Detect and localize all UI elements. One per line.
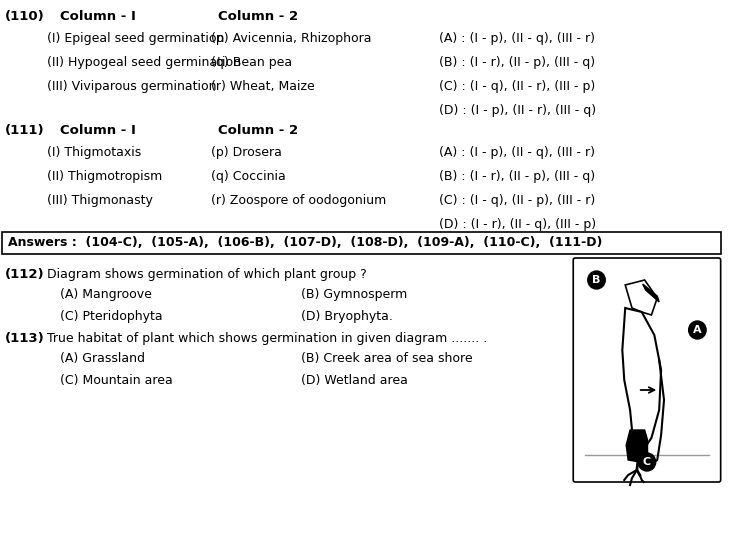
Text: (A) Mangroove: (A) Mangroove <box>60 288 152 301</box>
Text: Column - 2: Column - 2 <box>219 124 298 137</box>
Text: (I) Thigmotaxis: (I) Thigmotaxis <box>46 146 141 159</box>
Text: (II) Hypogeal seed germination: (II) Hypogeal seed germination <box>46 56 240 69</box>
Text: (D) : (I - p), (II - r), (III - q): (D) : (I - p), (II - r), (III - q) <box>439 104 597 117</box>
Text: (C) : (I - q), (II - r), (III - p): (C) : (I - q), (II - r), (III - p) <box>439 80 595 93</box>
Bar <box>2 232 721 254</box>
Text: (C) Pteridophyta: (C) Pteridophyta <box>60 310 163 323</box>
Text: (p) Drosera: (p) Drosera <box>211 146 282 159</box>
Polygon shape <box>643 284 659 302</box>
Text: (B) : (I - r), (II - p), (III - q): (B) : (I - r), (II - p), (III - q) <box>439 170 595 183</box>
Text: (A) Grassland: (A) Grassland <box>60 352 145 365</box>
Text: Diagram shows germination of which plant group ?: Diagram shows germination of which plant… <box>46 268 366 281</box>
Text: (C) Mountain area: (C) Mountain area <box>60 374 173 387</box>
Text: (III) Thigmonasty: (III) Thigmonasty <box>46 194 152 207</box>
Text: (111): (111) <box>5 124 45 137</box>
Polygon shape <box>626 430 648 462</box>
Text: (D) : (I - r), (II - q), (III - p): (D) : (I - r), (II - q), (III - p) <box>439 218 597 231</box>
Text: (II) Thigmotropism: (II) Thigmotropism <box>46 170 162 183</box>
Text: (I) Epigeal seed germination: (I) Epigeal seed germination <box>46 32 224 45</box>
Circle shape <box>639 453 656 471</box>
Text: (r) Wheat, Maize: (r) Wheat, Maize <box>211 80 316 93</box>
Text: (B) Creek area of sea shore: (B) Creek area of sea shore <box>301 352 472 365</box>
Text: (B) : (I - r), (II - p), (III - q): (B) : (I - r), (II - p), (III - q) <box>439 56 595 69</box>
Text: Column - 2: Column - 2 <box>219 10 298 23</box>
Text: Column - I: Column - I <box>60 124 136 137</box>
Text: C: C <box>643 457 651 467</box>
Text: True habitat of plant which shows germination in given diagram ....... .: True habitat of plant which shows germin… <box>46 332 487 345</box>
Text: (B) Gymnosperm: (B) Gymnosperm <box>301 288 407 301</box>
Circle shape <box>588 271 605 289</box>
Circle shape <box>689 321 706 339</box>
Text: (A) : (I - p), (II - q), (III - r): (A) : (I - p), (II - q), (III - r) <box>439 32 595 45</box>
Text: (113): (113) <box>5 332 45 345</box>
Text: (D) Wetland area: (D) Wetland area <box>301 374 407 387</box>
Text: (110): (110) <box>5 10 45 23</box>
Text: (A) : (I - p), (II - q), (III - r): (A) : (I - p), (II - q), (III - r) <box>439 146 595 159</box>
Polygon shape <box>625 280 657 315</box>
Text: (C) : (I - q), (II - p), (III - r): (C) : (I - q), (II - p), (III - r) <box>439 194 595 207</box>
Polygon shape <box>622 308 661 448</box>
Text: (112): (112) <box>5 268 45 281</box>
FancyBboxPatch shape <box>573 258 721 482</box>
Text: (D) Bryophyta.: (D) Bryophyta. <box>301 310 392 323</box>
Text: (p) Avicennia, Rhizophora: (p) Avicennia, Rhizophora <box>211 32 372 45</box>
Text: (q) Bean pea: (q) Bean pea <box>211 56 292 69</box>
Text: (III) Viviparous germination: (III) Viviparous germination <box>46 80 216 93</box>
Text: Answers :  (104-C),  (105-A),  (106-B),  (107-D),  (108-D),  (109-A),  (110-C), : Answers : (104-C), (105-A), (106-B), (10… <box>7 236 602 249</box>
Text: Column - I: Column - I <box>60 10 136 23</box>
Text: B: B <box>592 275 601 285</box>
Text: (q) Coccinia: (q) Coccinia <box>211 170 286 183</box>
Text: (r) Zoospore of oodogonium: (r) Zoospore of oodogonium <box>211 194 386 207</box>
Text: A: A <box>693 325 702 335</box>
